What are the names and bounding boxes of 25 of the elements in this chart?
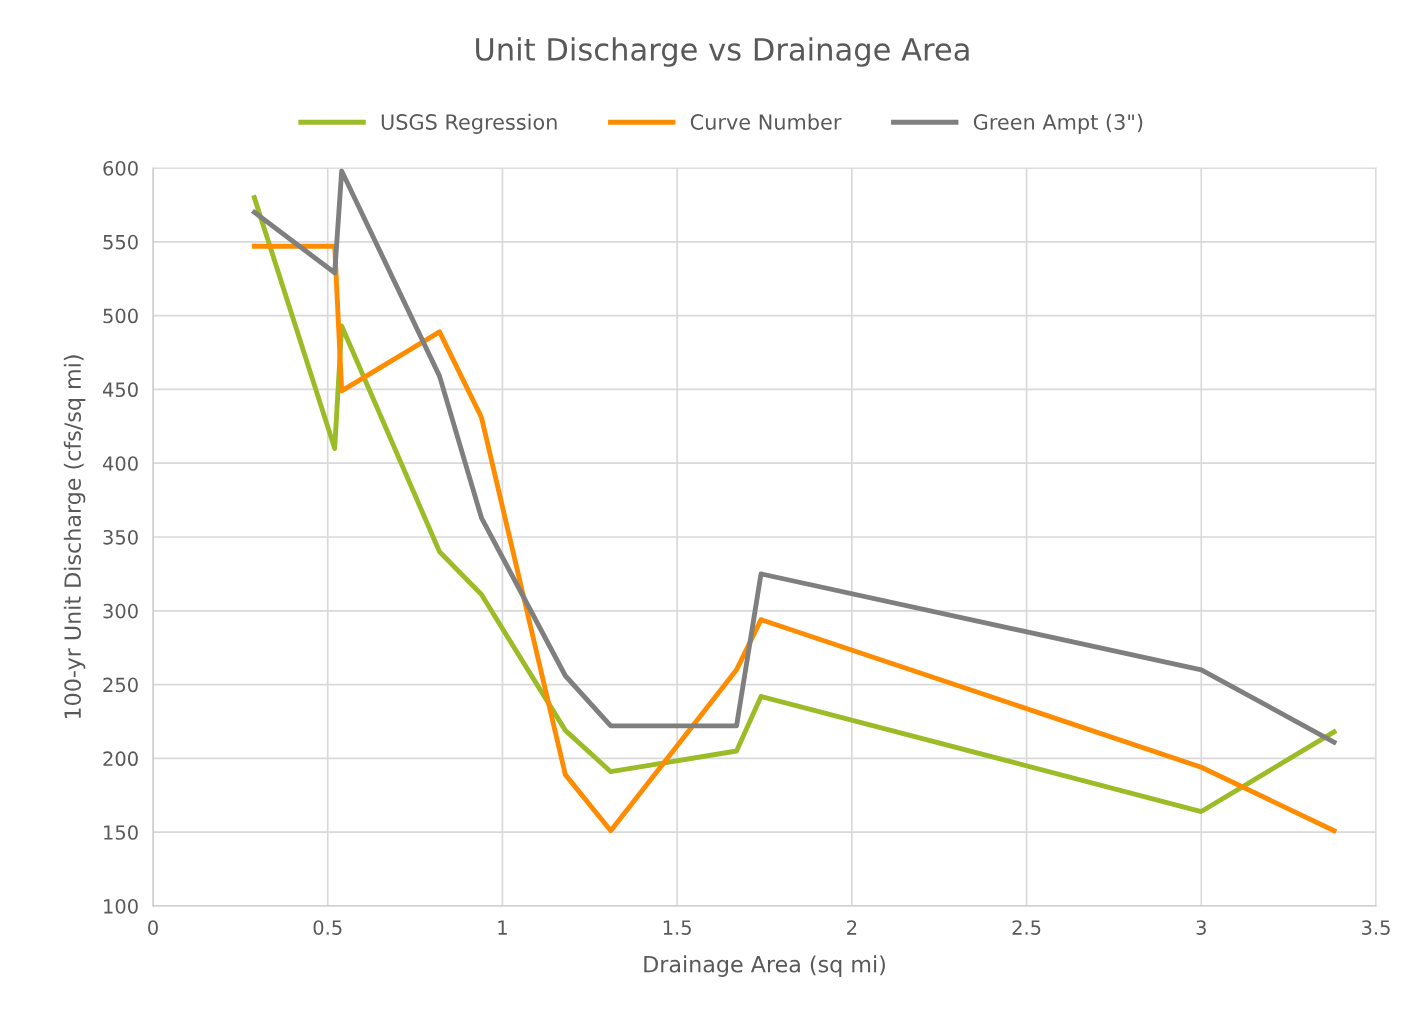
y-tick-label: 300 [103,603,138,619]
x-tick-label: 2.5 [1012,920,1041,935]
y-axis-title: 100-yr Unit Discharge (cfs/sq mi) [63,355,86,719]
x-tick-label: 3.5 [1362,920,1390,935]
y-tick-label: 350 [103,529,138,545]
legend-label: Green Ampt (3") [973,113,1143,134]
y-tick-label: 150 [104,825,138,840]
chart-title: Unit Discharge vs Drainage Area [476,37,969,67]
y-tick-label: 100 [104,898,138,914]
x-tick-label: 2 [847,920,857,935]
y-tick-label: 400 [102,456,138,471]
y-tick-label: 250 [103,677,138,693]
y-tick-label: 450 [102,382,138,398]
y-tick-label: 200 [103,751,138,767]
x-tick-label: 0 [148,920,158,935]
x-tick-label: 0.5 [313,920,342,935]
legend-label: Curve Number [690,113,842,130]
x-tick-label: 1.5 [663,920,691,935]
x-axis-title: Drainage Area (sq mi) [644,955,885,977]
y-tick-label: 500 [103,308,138,324]
x-tick-label: 3 [1196,920,1206,935]
y-tick-label: 600 [103,160,138,176]
legend-label: USGS Regression [381,113,557,134]
x-tick-label: 1 [498,920,507,935]
y-tick-label: 550 [103,234,138,250]
